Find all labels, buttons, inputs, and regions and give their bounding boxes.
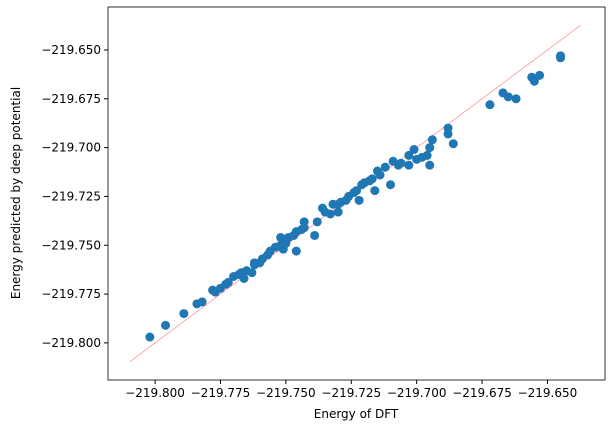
point	[503, 92, 513, 102]
y-axis-label: Energy predicted by deep potential	[9, 87, 23, 299]
x-tick-label: −219.750	[256, 386, 316, 400]
point	[325, 209, 335, 219]
x-tick-label: −219.800	[125, 386, 185, 400]
point	[425, 160, 435, 170]
point	[352, 186, 361, 196]
point	[299, 217, 309, 227]
point	[396, 158, 406, 168]
point	[161, 320, 171, 330]
point	[249, 258, 259, 268]
x-tick-label: −219.650	[518, 386, 578, 400]
point	[333, 207, 343, 217]
point	[179, 309, 189, 319]
point	[354, 195, 364, 205]
x-tick-label: −219.775	[191, 386, 251, 400]
plot-frame	[107, 6, 606, 381]
point	[404, 150, 414, 160]
point	[425, 143, 435, 153]
point	[380, 162, 390, 172]
point	[404, 160, 414, 170]
point	[448, 139, 458, 149]
y-tick-label: −219.775	[41, 287, 101, 301]
point	[556, 53, 566, 63]
x-tick-label: −219.700	[387, 386, 447, 400]
point	[310, 230, 320, 240]
y-tick-label: −219.650	[41, 43, 101, 57]
point	[409, 145, 419, 155]
y-tick-label: −219.700	[41, 141, 101, 155]
point	[276, 232, 286, 242]
point	[485, 100, 495, 110]
point	[386, 180, 396, 190]
point	[529, 76, 539, 86]
x-axis-label: Energy of DFT	[314, 407, 399, 421]
x-tick-label: −219.725	[321, 386, 381, 400]
point	[367, 174, 377, 184]
y-tick-label: −219.800	[41, 336, 101, 350]
point	[511, 94, 521, 104]
point	[333, 199, 343, 209]
point	[247, 268, 257, 278]
point	[422, 150, 432, 160]
y-tick-label: −219.675	[41, 92, 101, 106]
y-tick-label: −219.725	[41, 189, 101, 203]
x-tick-label: −219.675	[452, 386, 512, 400]
point	[223, 277, 233, 287]
point	[427, 135, 437, 145]
point	[239, 273, 249, 283]
point	[197, 297, 207, 307]
point	[375, 170, 385, 180]
point	[291, 246, 301, 256]
y-tick-label: −219.750	[41, 238, 101, 252]
point	[312, 217, 322, 227]
point	[145, 332, 155, 342]
point	[370, 186, 380, 196]
point	[535, 70, 545, 80]
point	[443, 129, 453, 139]
